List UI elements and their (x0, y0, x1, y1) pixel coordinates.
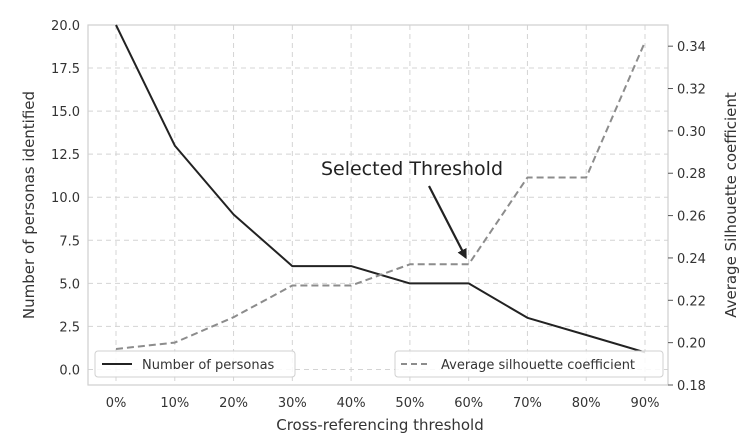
y-left-tick-label: 2.5 (59, 320, 80, 335)
annotation-arrow (428, 185, 467, 260)
x-tick-label: 70% (513, 396, 542, 411)
y-right-tick-label: 0.32 (677, 83, 706, 98)
legend-lower-left: Number of personas (94, 350, 296, 378)
x-tick-label: 50% (395, 396, 424, 411)
legend-label: Average silhouette coefficient (441, 358, 635, 373)
series (115, 24, 646, 354)
x-tick-label: 80% (572, 396, 601, 411)
y-axis-right-title: Average Silhouette coefficient (722, 92, 740, 318)
y-left-tick-label: 17.5 (51, 62, 80, 77)
y-right-tick-label: 0.30 (677, 125, 706, 140)
x-axis-title: Cross-referencing threshold (276, 416, 484, 434)
series-line-average-silhouette (115, 41, 646, 350)
x-tick-label: 40% (337, 396, 366, 411)
y-right-tick-label: 0.20 (677, 337, 706, 352)
y-right-tick-label: 0.34 (677, 40, 706, 55)
y-right-tick-label: 0.26 (677, 210, 706, 225)
x-tick-label: 10% (160, 396, 189, 411)
y-left-tick-label: 10.0 (51, 191, 80, 206)
y-left-tick-label: 12.5 (51, 148, 80, 163)
annotation: Selected Threshold (321, 158, 503, 260)
x-tick-label: 30% (278, 396, 307, 411)
legend-box (94, 350, 296, 378)
legend-box (394, 350, 664, 378)
y-axis-left-title: Number of personas identified (20, 91, 38, 319)
series-line-number-of-personas (115, 24, 646, 354)
y-right-tick-label: 0.24 (677, 252, 706, 267)
plot-frame (87, 24, 669, 386)
y-left-tick-label: 0.0 (59, 363, 80, 378)
axis-ticks: 0% 10% 20% 30% 40% 50% 60% 70% 80% 90% 0.0 2.5 5.0 7.… (51, 19, 706, 411)
y-left-tick-label: 20.0 (51, 19, 80, 34)
y-right-tick-label: 0.28 (677, 167, 706, 182)
y-right-tick-label: 0.22 (677, 294, 706, 309)
x-tick-label: 20% (219, 396, 248, 411)
grid (88, 24, 668, 385)
legend-label: Number of personas (142, 358, 275, 373)
x-tick-label: 60% (454, 396, 483, 411)
annotation-text: Selected Threshold (321, 158, 503, 180)
y-left-tick-label: 7.5 (59, 234, 80, 249)
y-left-tick-label: 15.0 (51, 105, 80, 120)
y-right-tick-label: 0.18 (677, 379, 706, 394)
x-tick-label: 0% (106, 396, 127, 411)
y-left-tick-label: 5.0 (59, 277, 80, 292)
x-tick-label: 90% (631, 396, 660, 411)
legend-lower-right: Average silhouette coefficient (394, 350, 664, 378)
